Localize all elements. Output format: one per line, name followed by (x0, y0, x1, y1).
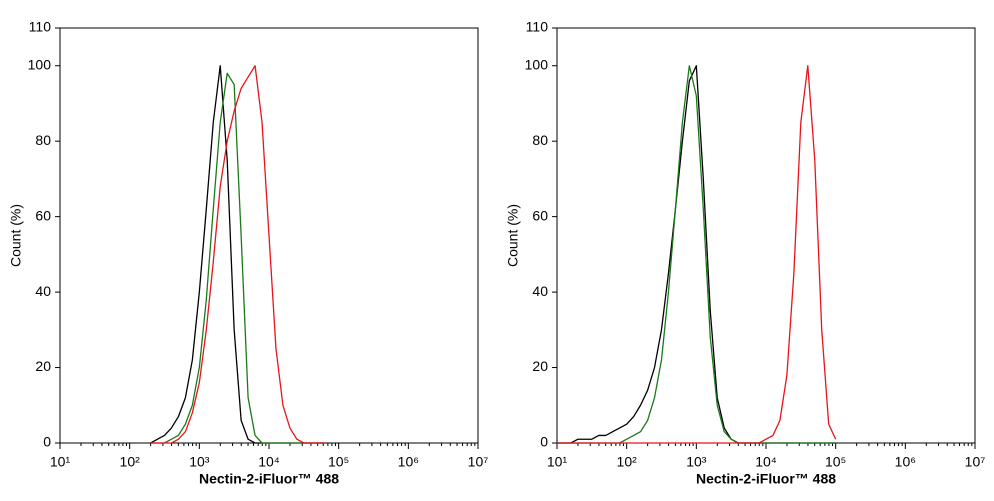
histogram-line (557, 65, 837, 444)
x-tick-label: 10⁴ (258, 454, 280, 470)
x-tick-label: 10⁵ (825, 454, 846, 470)
y-tick-label: 20 (35, 358, 51, 374)
y-tick-label: 100 (525, 56, 549, 72)
x-tick-label: 10⁵ (328, 454, 349, 470)
y-tick-label: 0 (540, 434, 548, 450)
histogram-line (150, 72, 325, 444)
y-tick-label: 60 (532, 207, 548, 223)
y-tick-label: 0 (43, 434, 51, 450)
y-axis-label: Count (%) (8, 204, 24, 267)
y-tick-label: 60 (35, 207, 51, 223)
x-tick-label: 10³ (686, 454, 707, 470)
x-tick-label: 10⁶ (398, 454, 419, 470)
y-axis-label: Count (%) (505, 204, 521, 267)
y-tick-label: 110 (29, 19, 52, 35)
plot: 0 20 40 60 80 100 110 10¹ 10² 10³ 10⁴ 10⁵ 10⁶ 10⁷ Nect… (505, 19, 986, 487)
histogram-line (150, 65, 325, 444)
x-tick-label: 10³ (189, 454, 210, 470)
x-tick-label: 10¹ (547, 454, 568, 470)
histogram-line (557, 65, 836, 444)
x-axis-label: Nectin-2-iFluor™ 488 (696, 471, 836, 487)
histogram-line (150, 65, 325, 444)
x-tick-label: 10² (617, 454, 638, 470)
x-tick-label: 10⁷ (965, 454, 986, 470)
histogram-line (557, 65, 836, 444)
x-tick-label: 10⁶ (895, 454, 916, 470)
y-tick-label: 100 (28, 56, 52, 72)
y-tick-label: 80 (35, 132, 51, 148)
y-tick-label: 40 (532, 283, 548, 299)
x-tick-label: 10² (120, 454, 141, 470)
y-tick-label: 40 (35, 283, 51, 299)
x-axis-label: Nectin-2-iFluor™ 488 (199, 471, 339, 487)
x-tick-label: 10¹ (50, 454, 71, 470)
x-tick-label: 10⁷ (468, 454, 489, 470)
y-tick-label: 80 (532, 132, 548, 148)
y-tick-label: 20 (532, 358, 548, 374)
x-tick-label: 10⁴ (755, 454, 777, 470)
plot-frame (556, 27, 976, 444)
y-tick-label: 110 (526, 19, 549, 35)
plot: 0 20 40 60 80 100 110 10¹ 10² 10³ 10⁴ 10⁵ 10⁶ 10⁷ Nect… (8, 19, 489, 487)
